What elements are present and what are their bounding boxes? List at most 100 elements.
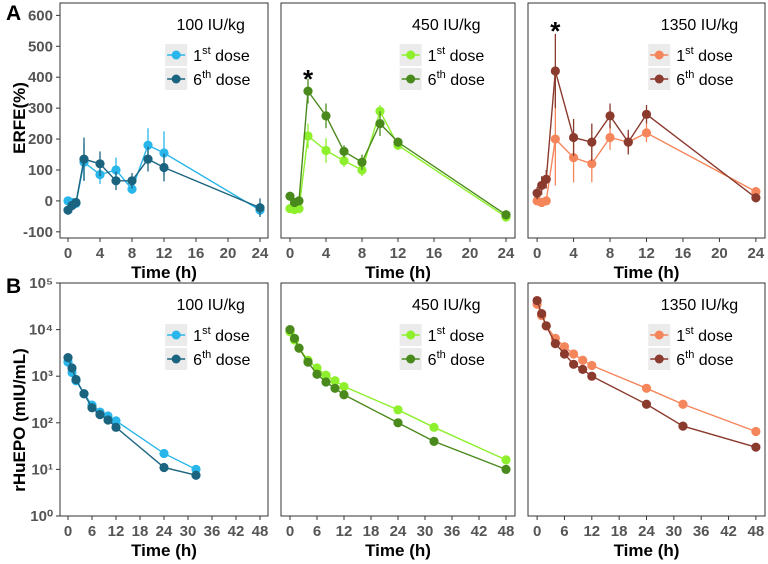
x-tick-label: 12 [638, 245, 655, 262]
data-point [550, 134, 560, 144]
x-tick-label: 24 [498, 245, 515, 262]
data-point [339, 381, 349, 392]
data-point [501, 464, 511, 474]
legend-key-marker [171, 74, 181, 84]
chart-panel-4: 0 6 12 18 24 30 36 42 48 Time (h) 10⁰ 10¹ 10² 10³ 10⁴ 1… [29, 275, 269, 560]
data-point [587, 159, 597, 169]
data-point [330, 376, 340, 386]
data-point [103, 415, 113, 425]
legend-title: 100 IU/kg [176, 17, 244, 34]
data-point [605, 132, 615, 143]
x-tick-label: 8 [128, 245, 136, 262]
data-point [393, 418, 403, 428]
x-tick-label: 0 [64, 523, 72, 540]
data-point [429, 436, 439, 446]
x-tick-label: 18 [132, 523, 149, 540]
data-point [623, 137, 633, 147]
data-point [303, 131, 313, 141]
data-point [111, 176, 121, 186]
data-point [641, 109, 652, 119]
x-tick-label: 0 [533, 245, 541, 262]
series-line-2 [67, 357, 197, 476]
y-tick-label: 10¹ [31, 461, 53, 478]
data-point [63, 353, 73, 363]
data-point [587, 137, 597, 147]
data-point [501, 210, 511, 220]
data-point [751, 426, 761, 437]
data-point [321, 145, 331, 156]
y-tick-label: 10³ [31, 368, 53, 385]
y-axis-label-erfe: ERFE(%) [10, 82, 29, 154]
data-point [312, 369, 322, 379]
data-point [79, 389, 89, 399]
data-point [143, 140, 153, 150]
x-tick-label: 24 [638, 523, 655, 540]
plot-frame [59, 2, 269, 239]
data-point [568, 359, 579, 369]
legend-label: 6th dose [676, 69, 733, 89]
data-point [87, 403, 97, 413]
x-tick-label: 20 [220, 245, 237, 262]
x-tick-label: 42 [471, 523, 488, 540]
data-point [303, 86, 313, 96]
data-point [71, 197, 81, 208]
data-point [587, 371, 597, 381]
x-tick-label: 16 [188, 245, 205, 262]
data-point [541, 174, 551, 184]
x-tick-label: 18 [611, 523, 628, 540]
data-point [159, 462, 169, 473]
data-point [550, 66, 560, 76]
y-tick-label: 300 [28, 100, 53, 117]
x-tick-label: 6 [560, 523, 568, 540]
data-point [159, 448, 169, 459]
y-tick-label: 10⁴ [29, 322, 53, 339]
plot-frame [59, 282, 269, 517]
data-point [285, 325, 295, 335]
x-tick-label: 12 [336, 523, 353, 540]
x-tick-label: 4 [96, 245, 105, 262]
x-tick-label: 6 [313, 523, 321, 540]
plot-frame [527, 282, 766, 517]
x-axis-label: Time (h) [131, 541, 197, 560]
y-tick-label: -100 [23, 224, 53, 241]
x-tick-label: 12 [156, 245, 173, 262]
data-point [255, 203, 265, 213]
data-point [568, 153, 579, 163]
x-tick-label: 20 [711, 245, 728, 262]
x-tick-label: 0 [533, 523, 541, 540]
data-point [587, 360, 597, 371]
legend-label: 6th dose [428, 69, 485, 89]
data-point [95, 159, 105, 169]
legend-key-marker [654, 354, 664, 364]
significance-star: * [303, 64, 314, 94]
data-point [127, 184, 137, 194]
legend-key-marker [171, 330, 181, 340]
x-axis-label: Time (h) [365, 541, 431, 560]
x-tick-label: 48 [498, 523, 515, 540]
x-tick-label: 4 [322, 245, 331, 262]
x-tick-label: 12 [583, 523, 600, 540]
legend-key-marker [406, 74, 416, 84]
x-tick-label: 0 [286, 245, 294, 262]
legend-key-marker [406, 50, 416, 60]
x-tick-label: 36 [693, 523, 710, 540]
legend-title: 450 IU/kg [412, 297, 480, 314]
x-tick-label: 30 [417, 523, 434, 540]
legend-key-marker [406, 354, 416, 364]
x-tick-label: 36 [444, 523, 461, 540]
chart-panel-1: 0 4 8 12 16 20 24 Time (h) -100 0 100 200 300 400 500 6… [23, 2, 269, 282]
x-tick-label: 30 [180, 523, 197, 540]
x-tick-label: 48 [252, 523, 269, 540]
x-tick-label: 12 [390, 245, 407, 262]
data-point [79, 154, 89, 164]
y-tick-label: 500 [28, 38, 53, 55]
x-tick-label: 42 [228, 523, 245, 540]
y-axis-label-rhuepo: rHuEPO (mIU/mL) [10, 348, 29, 492]
data-point [578, 355, 588, 365]
data-point [191, 470, 201, 480]
y-tick-label: 10⁰ [30, 508, 53, 525]
data-point [111, 422, 121, 432]
data-point [111, 416, 121, 426]
data-point [501, 455, 511, 465]
legend-label: 6th dose [676, 349, 733, 369]
